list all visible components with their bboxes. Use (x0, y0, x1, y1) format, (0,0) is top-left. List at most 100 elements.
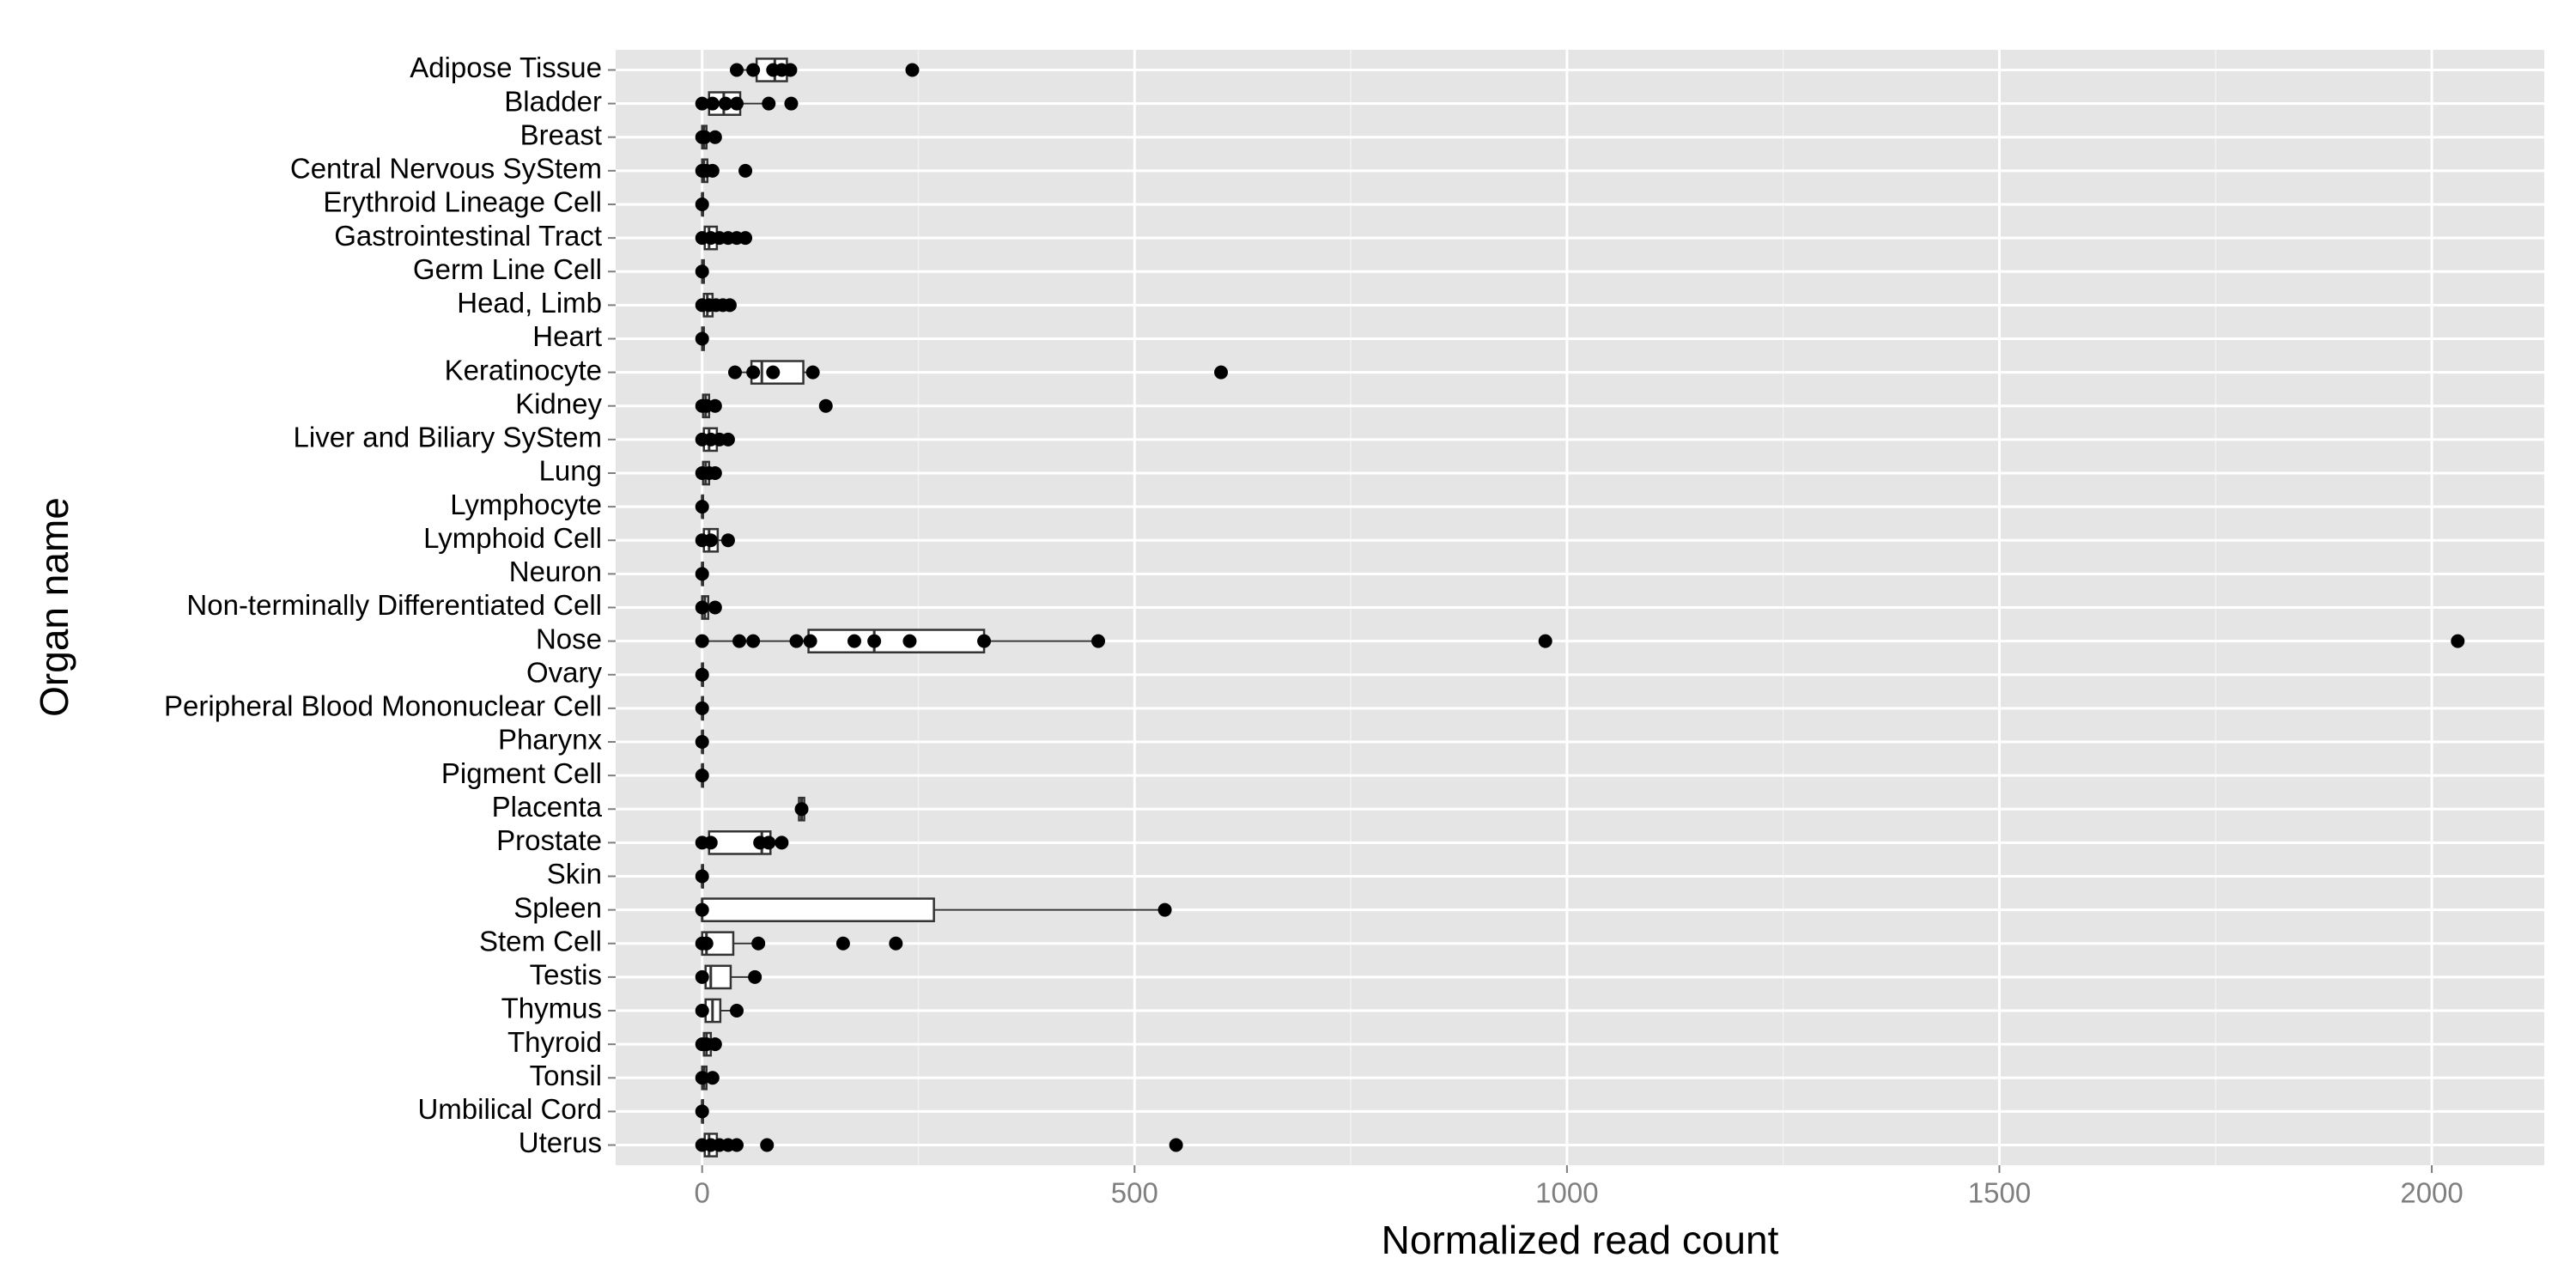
point (695, 1071, 709, 1085)
point (775, 835, 789, 850)
y-tick-label: Spleen (513, 891, 602, 923)
y-tick-label: Kidney (515, 387, 602, 419)
point (789, 634, 804, 648)
y-tick-label: Lymphocyte (450, 489, 602, 520)
point (783, 63, 798, 77)
x-tick-label: 1000 (1535, 1177, 1598, 1209)
y-tick-label: Nose (536, 623, 602, 654)
point (727, 365, 742, 380)
y-tick-label: Breast (520, 118, 602, 150)
point (720, 533, 735, 548)
point (730, 1004, 744, 1018)
point (703, 533, 718, 548)
point (905, 63, 920, 77)
point (730, 1138, 744, 1152)
x-tick-label: 1500 (1968, 1177, 2031, 1209)
y-tick-label: Skin (547, 858, 602, 890)
point (1157, 902, 1172, 917)
point (794, 802, 809, 817)
y-tick-label: Tonsil (530, 1060, 602, 1091)
y-tick-label: Testis (530, 959, 602, 991)
point (695, 969, 709, 984)
y-tick-label: Peripheral Blood Mononuclear Cell (164, 690, 602, 722)
point (718, 96, 732, 111)
y-tick-label: Liver and Biliary SyStem (294, 422, 602, 453)
point (705, 1071, 720, 1085)
point (695, 96, 709, 111)
point (732, 634, 747, 648)
point (695, 264, 709, 279)
point (703, 835, 718, 850)
point (695, 197, 709, 211)
point (708, 130, 722, 144)
y-tick-label: Heart (532, 320, 602, 352)
y-tick-label: Umbilical Cord (417, 1093, 602, 1125)
point (695, 869, 709, 884)
y-tick-label: Lymphoid Cell (423, 522, 602, 554)
point (720, 432, 735, 447)
y-tick-label: Uterus (519, 1127, 602, 1158)
point (803, 634, 817, 648)
y-tick-label: Placenta (492, 791, 603, 823)
y-tick-label: Erythroid Lineage Cell (323, 186, 602, 218)
box (807, 629, 986, 653)
point (751, 936, 766, 951)
point (2451, 634, 2465, 648)
point (695, 1104, 709, 1119)
y-tick-label: Non-terminally Differentiated Cell (186, 589, 602, 621)
point (695, 769, 709, 783)
point (738, 163, 753, 178)
y-tick-label: Stem Cell (479, 925, 602, 957)
point (818, 398, 833, 413)
point (766, 365, 781, 380)
point (847, 634, 861, 648)
y-tick-label: Head, Limb (457, 287, 602, 319)
point (695, 667, 709, 682)
point (748, 969, 762, 984)
point (699, 936, 714, 951)
y-tick-label: Adipose Tissue (410, 52, 602, 83)
point (695, 902, 709, 917)
y-tick-label: Gastrointestinal Tract (334, 220, 602, 252)
point (722, 298, 737, 313)
point (695, 1004, 709, 1018)
point (835, 936, 850, 951)
box (701, 897, 935, 922)
point (730, 96, 744, 111)
point (784, 96, 799, 111)
y-tick-label: Thyroid (507, 1026, 602, 1058)
x-tick-label: 0 (695, 1177, 710, 1209)
point (805, 365, 820, 380)
point (1214, 365, 1229, 380)
y-tick-label: Neuron (509, 556, 602, 587)
point (760, 1138, 775, 1152)
point (746, 365, 761, 380)
point (1169, 1138, 1183, 1152)
point (889, 936, 903, 951)
point (695, 500, 709, 514)
point (708, 1037, 722, 1052)
point (738, 231, 753, 246)
y-tick-label: Thymus (501, 993, 602, 1024)
point (902, 634, 917, 648)
y-tick-label: Keratinocyte (445, 354, 602, 386)
x-axis-title: Normalized read count (1382, 1218, 1779, 1262)
y-tick-label: Ovary (526, 656, 603, 688)
point (705, 163, 720, 178)
y-tick-label: Bladder (504, 85, 602, 117)
point (705, 96, 720, 111)
box (704, 964, 732, 990)
point (708, 465, 722, 480)
y-tick-label: Prostate (496, 824, 602, 856)
point (695, 567, 709, 581)
y-tick-label: Pharynx (498, 724, 603, 756)
y-axis-title: Organ name (32, 497, 76, 717)
point (697, 130, 712, 144)
point (708, 398, 722, 413)
y-tick-label: Pigment Cell (441, 757, 602, 789)
point (695, 600, 709, 615)
y-tick-label: Germ Line Cell (413, 253, 602, 285)
point (708, 600, 722, 615)
y-tick-label: Central Nervous SyStem (290, 153, 602, 185)
